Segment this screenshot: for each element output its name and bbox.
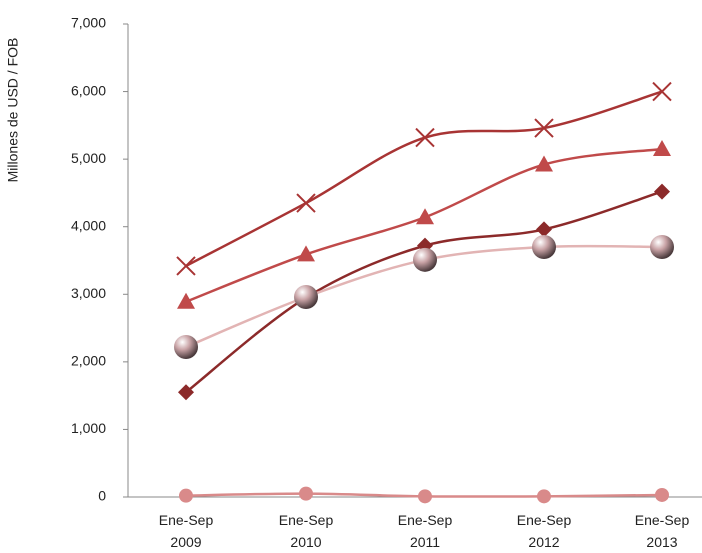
- x-tick-label: Ene-Sep 2011: [398, 512, 453, 550]
- y-tick-label: 1,000: [71, 420, 106, 436]
- marker: [176, 256, 196, 276]
- marker: [416, 208, 434, 225]
- marker: [652, 81, 672, 102]
- y-tick-label: 4,000: [71, 217, 106, 233]
- y-tick-label: 6,000: [71, 82, 106, 98]
- marker: [296, 193, 316, 213]
- y-axis-title: Millones de USD / FOB: [5, 38, 21, 183]
- marker: [178, 384, 194, 401]
- series-line: [185, 147, 663, 303]
- marker: [299, 486, 313, 501]
- y-tick-label: 2,000: [71, 353, 106, 369]
- x-tick-label: Ene-Sep 2010: [279, 512, 334, 550]
- y-tick-label: 7,000: [71, 15, 106, 31]
- y-tick-label: 3,000: [71, 285, 106, 301]
- x-tick-label: Ene-Sep 2009: [159, 512, 214, 550]
- marker: [179, 488, 193, 503]
- marker: [294, 284, 318, 309]
- marker: [415, 127, 435, 148]
- marker: [532, 234, 556, 259]
- x-tick-label: Ene-Sep 2013: [635, 512, 690, 550]
- marker: [534, 118, 554, 138]
- x-tick-label: Ene-Sep 2012: [517, 512, 572, 550]
- marker: [650, 234, 674, 259]
- marker: [297, 245, 315, 262]
- marker: [653, 140, 671, 157]
- marker: [536, 221, 552, 238]
- marker: [535, 155, 553, 172]
- marker: [537, 489, 551, 504]
- marker: [174, 334, 198, 359]
- marker: [654, 183, 670, 200]
- y-tick-label: 5,000: [71, 150, 106, 166]
- marker: [655, 487, 669, 502]
- marker: [177, 292, 195, 309]
- y-tick-label: 0: [98, 488, 106, 504]
- marker: [413, 247, 437, 272]
- marker: [418, 489, 432, 504]
